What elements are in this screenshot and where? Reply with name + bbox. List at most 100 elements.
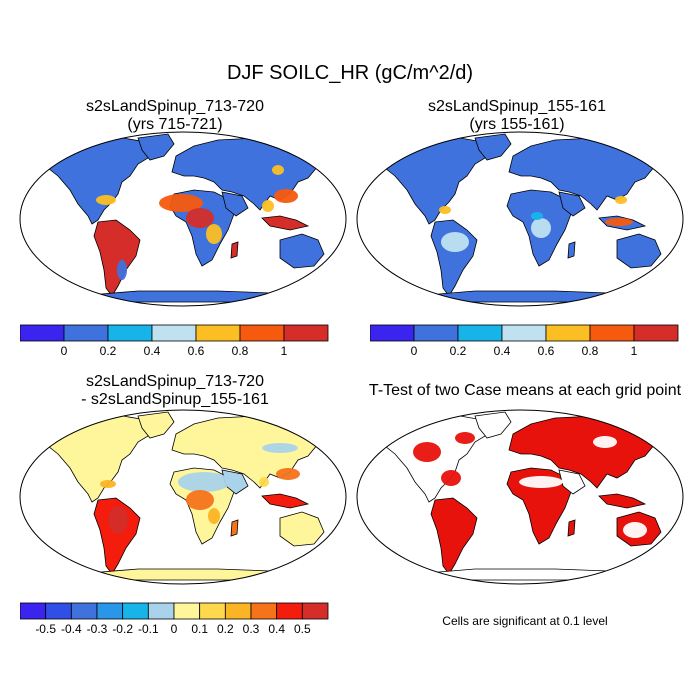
colorbar-tick-label: -0.5 bbox=[35, 622, 56, 636]
data-region bbox=[206, 224, 222, 244]
panel-title-line1: T-Test of two Case means at each grid po… bbox=[368, 382, 682, 399]
colorbar-swatch bbox=[45, 602, 72, 620]
colorbar-swatch bbox=[63, 324, 109, 342]
data-region bbox=[623, 522, 647, 538]
colorbar-diff: -0.5 -0.4 -0.3 -0.2 -0.1 0 0.1 0.2 0.3 0.4 0.5 bbox=[20, 602, 329, 636]
colorbar-swatch bbox=[224, 602, 252, 620]
data-region bbox=[413, 442, 441, 462]
colorbar-swatch bbox=[457, 324, 503, 342]
panel-title-line2: (yrs 715-721) bbox=[127, 116, 223, 133]
data-region bbox=[259, 477, 269, 487]
panel-title-line2: - s2sLandSpinup_155-161 bbox=[81, 391, 269, 408]
land-southAmerica bbox=[93, 219, 141, 297]
colorbar-swatch bbox=[107, 324, 153, 342]
data-region bbox=[117, 260, 127, 280]
colorbar-swatch bbox=[147, 602, 175, 620]
colorbar-tick-label: 0.3 bbox=[243, 622, 260, 636]
data-region bbox=[276, 468, 300, 480]
colorbar-tick-label: 0.4 bbox=[144, 344, 161, 358]
colorbar-case2: 0 0.2 0.4 0.6 0.8 1 bbox=[370, 324, 679, 358]
map-diff bbox=[19, 409, 347, 585]
colorbar-swatch bbox=[195, 324, 241, 342]
land-australia bbox=[279, 511, 325, 547]
data-region bbox=[96, 195, 116, 205]
colorbar-tick-label: 0.5 bbox=[294, 622, 311, 636]
data-region bbox=[274, 189, 298, 203]
significance-note: Cells are significant at 0.1 level bbox=[442, 614, 608, 628]
colorbar-swatch bbox=[283, 324, 329, 342]
colorbar-tick-label: 0.6 bbox=[538, 344, 555, 358]
data-region bbox=[178, 472, 230, 492]
data-region bbox=[441, 232, 469, 252]
data-region bbox=[262, 200, 274, 212]
colorbar-swatch bbox=[370, 324, 415, 342]
data-region bbox=[531, 212, 543, 220]
colorbar-tick-label: 0.1 bbox=[191, 622, 208, 636]
data-region bbox=[186, 490, 214, 510]
colorbar-swatch bbox=[20, 324, 65, 342]
map-case1 bbox=[19, 131, 347, 307]
colorbar-swatch bbox=[70, 602, 98, 620]
colorbar-tick-label: 0 bbox=[411, 344, 418, 358]
colorbar-swatch bbox=[20, 602, 47, 620]
land-greenland bbox=[137, 411, 175, 439]
colorbar-tick-label: 0.6 bbox=[188, 344, 205, 358]
data-region bbox=[159, 194, 203, 212]
panel-title-case2: s2sLandSpinup_155-161 (yrs 155-161) bbox=[362, 98, 672, 134]
panel-title-ttest: T-Test of two Case means at each grid po… bbox=[355, 382, 695, 400]
map-case2 bbox=[356, 131, 684, 307]
land-madagascar bbox=[230, 519, 239, 537]
colorbar-swatch bbox=[633, 324, 679, 342]
map-border bbox=[356, 409, 684, 585]
panel-title-line1: s2sLandSpinup_713-720 bbox=[86, 373, 264, 390]
colorbar-case1: 0 0.2 0.4 0.6 0.8 1 bbox=[20, 324, 329, 358]
panel-title-case1: s2sLandSpinup_713-720 (yrs 715-721) bbox=[20, 98, 330, 134]
land-southAmerica bbox=[430, 497, 478, 575]
land-arabia bbox=[558, 191, 586, 217]
colorbar-tick-label: 0.2 bbox=[450, 344, 467, 358]
land-australia bbox=[279, 233, 325, 269]
colorbar-swatch bbox=[545, 324, 591, 342]
panel-title-diff: s2sLandSpinup_713-720 - s2sLandSpinup_15… bbox=[20, 373, 330, 409]
land-madagascar bbox=[567, 241, 576, 259]
colorbar-swatch bbox=[122, 602, 149, 620]
colorbar-tick-label: 1 bbox=[281, 344, 288, 358]
data-region bbox=[208, 508, 220, 524]
land-greenland bbox=[137, 133, 175, 161]
colorbar-tick-label: 0.4 bbox=[268, 622, 285, 636]
land-madagascar bbox=[567, 519, 576, 537]
data-region bbox=[519, 476, 563, 488]
panel-title-line1: s2sLandSpinup_155-161 bbox=[428, 98, 606, 115]
colorbar-swatch bbox=[239, 324, 285, 342]
colorbar-swatch bbox=[413, 324, 459, 342]
land-greenland bbox=[474, 411, 512, 439]
colorbar-swatch bbox=[301, 602, 329, 620]
map-border bbox=[19, 131, 347, 307]
data-region bbox=[262, 443, 298, 453]
land-indonesia bbox=[598, 493, 647, 509]
map-border bbox=[19, 409, 347, 585]
data-region bbox=[441, 470, 461, 486]
data-region bbox=[615, 196, 627, 204]
colorbar-swatch bbox=[173, 602, 201, 620]
colorbar-tick-label: 0.4 bbox=[494, 344, 511, 358]
data-region bbox=[272, 165, 284, 175]
colorbar-tick-label: 0 bbox=[61, 344, 68, 358]
colorbar-swatch bbox=[96, 602, 124, 620]
land-africa bbox=[506, 467, 572, 545]
map-ttest bbox=[356, 409, 684, 585]
data-region bbox=[455, 432, 475, 444]
colorbar-swatch bbox=[151, 324, 197, 342]
colorbar-tick-label: 0.8 bbox=[582, 344, 599, 358]
land-madagascar bbox=[230, 241, 239, 259]
colorbar-tick-label: -0.1 bbox=[138, 622, 159, 636]
colorbar-tick-label: 1 bbox=[631, 344, 638, 358]
colorbar-swatch bbox=[199, 602, 226, 620]
colorbar-tick-label: -0.2 bbox=[112, 622, 133, 636]
data-region bbox=[439, 206, 451, 214]
land-indonesia bbox=[261, 215, 310, 231]
colorbar-swatch bbox=[589, 324, 635, 342]
data-region bbox=[186, 208, 214, 228]
data-region bbox=[100, 480, 116, 488]
map-border bbox=[356, 131, 684, 307]
